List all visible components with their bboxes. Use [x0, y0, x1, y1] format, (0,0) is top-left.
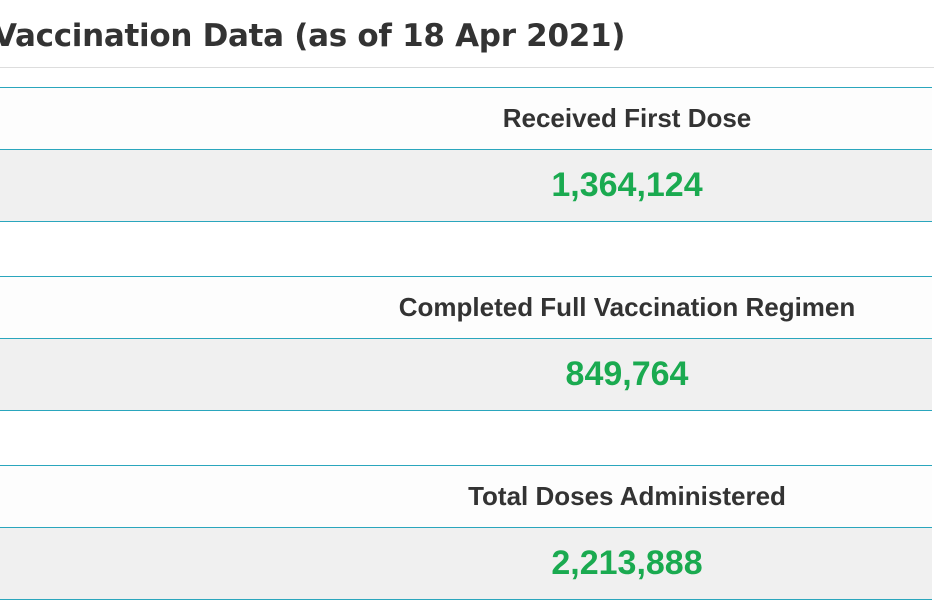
- section-label: Received First Dose: [502, 103, 752, 133]
- title-rule: [0, 67, 934, 68]
- section-value: 1,364,124: [551, 166, 703, 204]
- section-value-row: 2,213,888: [0, 528, 932, 600]
- section-value: 849,764: [565, 355, 689, 393]
- section-label-row: Total Doses Administered: [0, 465, 932, 528]
- section-label: Total Doses Administered: [468, 481, 786, 511]
- section-value-row: 1,364,124: [0, 150, 932, 222]
- section-label-row: Completed Full Vaccination Regimen: [0, 276, 932, 339]
- page-title: Vaccination Data (as of 18 Apr 2021): [0, 18, 626, 54]
- section-label-row: Received First Dose: [0, 87, 932, 150]
- section-label: Completed Full Vaccination Regimen: [398, 292, 856, 322]
- section-value: 2,213,888: [551, 544, 703, 582]
- section-value-row: 849,764: [0, 339, 932, 411]
